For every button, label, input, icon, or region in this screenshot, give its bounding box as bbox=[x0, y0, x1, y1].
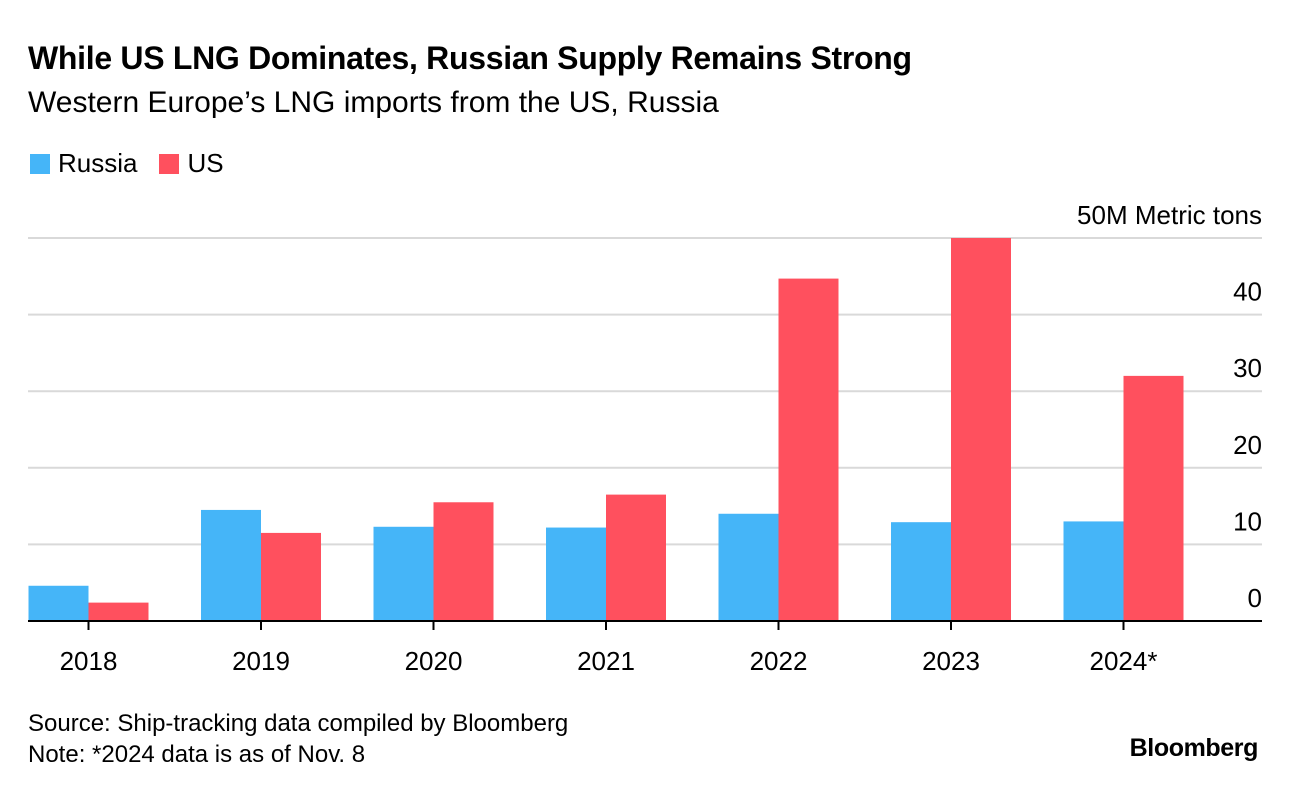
bar-us-2019 bbox=[261, 532, 321, 621]
legend-swatch-us bbox=[159, 153, 180, 174]
bar-us-2021 bbox=[606, 494, 666, 621]
x-tick-label-2019: 2019 bbox=[232, 646, 290, 676]
legend-item-us: US bbox=[159, 148, 224, 179]
bar-russia-2018 bbox=[28, 585, 89, 621]
x-tick-label-2022: 2022 bbox=[750, 646, 808, 676]
y-tick-label-50: 50M Metric tons bbox=[1077, 200, 1262, 230]
y-tick-label-40: 40 bbox=[1233, 277, 1262, 307]
x-tick-label-2018: 2018 bbox=[60, 646, 118, 676]
x-tick-label-2020: 2020 bbox=[405, 646, 463, 676]
y-tick-label-20: 20 bbox=[1233, 430, 1262, 460]
bar-us-2023 bbox=[951, 238, 1011, 621]
bar-russia-2019 bbox=[201, 509, 261, 621]
y-tick-label-30: 30 bbox=[1233, 353, 1262, 383]
bar-russia-2023 bbox=[891, 522, 951, 621]
chart-subtitle: Western Europe’s LNG imports from the US… bbox=[28, 86, 719, 119]
x-tick-label-2024: 2024* bbox=[1090, 646, 1158, 676]
footer: Source: Ship-tracking data compiled by B… bbox=[28, 708, 568, 770]
bar-russia-2020 bbox=[373, 526, 434, 621]
data-note: Note: *2024 data is as of Nov. 8 bbox=[28, 741, 366, 768]
legend: Russia US bbox=[30, 148, 246, 179]
y-tick-label-10: 10 bbox=[1233, 506, 1262, 536]
bar-russia-2024 bbox=[1063, 521, 1124, 621]
bar-russia-2022 bbox=[718, 513, 779, 621]
bar-us-2018 bbox=[88, 602, 149, 621]
x-tick-label-2021: 2021 bbox=[577, 646, 635, 676]
legend-swatch-russia bbox=[30, 153, 50, 174]
bar-us-2024 bbox=[1123, 375, 1184, 621]
legend-item-russia: Russia bbox=[30, 148, 137, 179]
bar-chart: 0 10 20 30 40 50M Metric tons 2018 2019 2020 2021… bbox=[28, 200, 1262, 676]
y-tick-label-0: 0 bbox=[1248, 583, 1262, 613]
bar-us-2020 bbox=[433, 502, 494, 621]
chart-title: While US LNG Dominates, Russian Supply R… bbox=[28, 40, 912, 76]
bar-russia-2021 bbox=[546, 527, 606, 621]
x-tick-label-2023: 2023 bbox=[922, 646, 980, 676]
bloomberg-logo: Bloomberg bbox=[1129, 734, 1259, 762]
legend-label-russia: Russia bbox=[58, 148, 138, 178]
bar-us-2022 bbox=[778, 278, 839, 621]
source-note: Source: Ship-tracking data compiled by B… bbox=[28, 710, 569, 737]
legend-label-us: US bbox=[187, 148, 224, 178]
